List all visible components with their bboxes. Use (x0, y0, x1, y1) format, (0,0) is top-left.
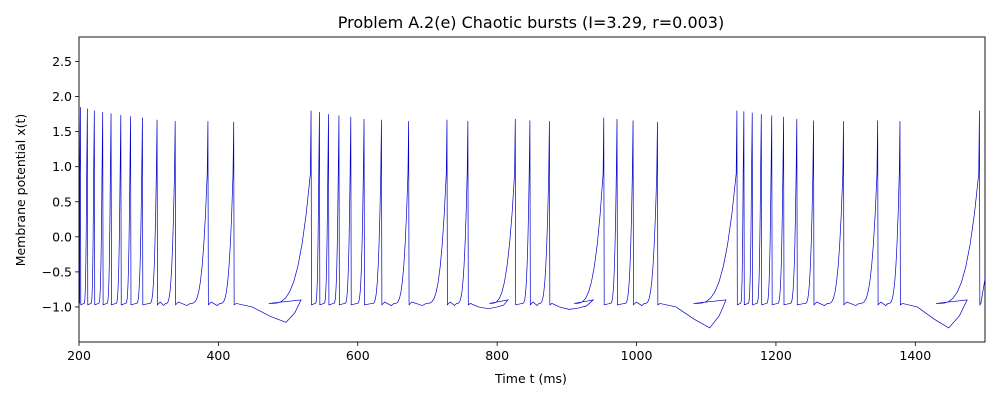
y-tick-label: 0.5 (52, 194, 72, 209)
y-axis-label: Membrane potential x(t) (13, 114, 28, 267)
x-tick-label: 1000 (621, 348, 653, 363)
x-tick-label: 200 (67, 348, 91, 363)
x-tick-label: 1400 (899, 348, 931, 363)
x-tick-label: 800 (485, 348, 509, 363)
x-axis-label: Time t (ms) (494, 371, 567, 386)
y-tick-label: 1.0 (52, 159, 72, 174)
y-axis: −1.0 −0.5 0.0 0.5 1.0 1.5 2.0 2.5 (42, 54, 79, 314)
chart-title: Problem A.2(e) Chaotic bursts (I=3.29, r… (338, 13, 724, 32)
x-tick-label: 1200 (760, 348, 792, 363)
plot-frame (78, 36, 986, 343)
y-tick-label: 2.5 (52, 54, 72, 69)
x-tick-label: 400 (206, 348, 230, 363)
y-tick-label: 2.0 (52, 89, 72, 104)
trace-group (78, 107, 986, 329)
y-tick-label: −0.5 (42, 264, 72, 279)
membrane-potential-series (78, 107, 986, 329)
y-tick-label: 1.5 (52, 124, 72, 139)
y-tick-label: 0.0 (52, 229, 72, 244)
y-tick-label: −1.0 (42, 299, 72, 314)
x-tick-label: 600 (346, 348, 370, 363)
plot-area (78, 36, 986, 343)
x-axis: 200 400 600 800 1000 1200 1400 (67, 342, 931, 363)
